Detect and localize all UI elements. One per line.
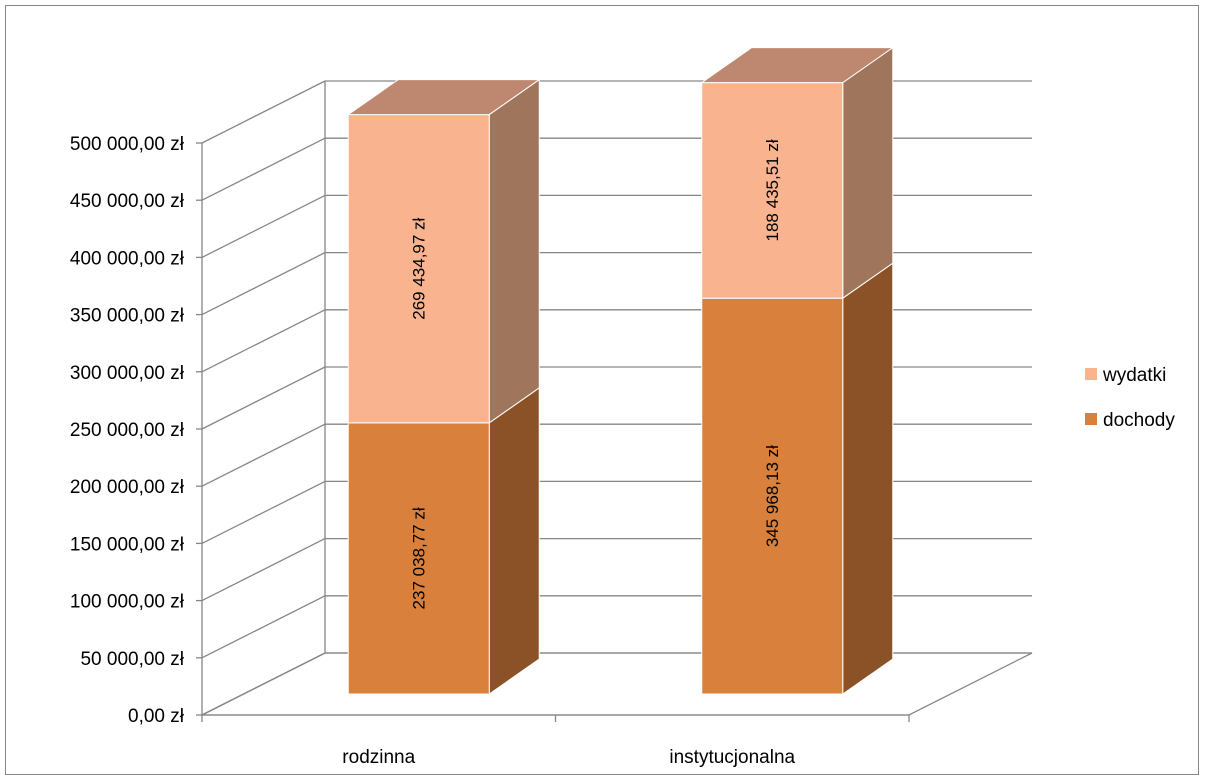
gridline-side — [201, 652, 326, 716]
bar-side-face — [488, 386, 540, 695]
bar-top-face — [700, 47, 895, 84]
x-category-label: rodzinna — [342, 747, 415, 768]
bars — [346, 46, 895, 695]
y-tick-label: 200 000,00 zł — [70, 477, 185, 498]
gridline-side — [201, 595, 326, 659]
y-tick-label: 0,00 zł — [128, 706, 185, 727]
data-label-dochody: 345 968,13 zł — [763, 445, 782, 547]
gridline-side — [201, 366, 326, 430]
bar-side-face — [842, 46, 894, 300]
bar-side-face — [488, 78, 540, 424]
gridlines — [201, 80, 1032, 716]
stacked-bar-chart: 0,00 zł 50 000,00 zł 100 000,00 zł 150 000,… — [70, 46, 1175, 768]
y-tick-label: 150 000,00 zł — [70, 534, 185, 555]
chart-area: 0,00 zł 50 000,00 zł 100 000,00 zł 150 000,… — [5, 5, 1199, 775]
bar-segment-dochody-instytucjonalna — [701, 262, 894, 695]
bar-segment-wydatki-rodzinna — [346, 78, 541, 424]
bar-front-face — [701, 82, 844, 299]
legend-swatch-dochody — [1085, 413, 1097, 425]
gridline-side — [201, 252, 326, 316]
data-label-wydatki: 188 435,51 zł — [763, 139, 782, 241]
legend-label-wydatki: wydatki — [1102, 365, 1166, 386]
chart-floor — [201, 652, 1033, 716]
data-label-wydatki: 269 434,97 zł — [410, 217, 429, 319]
y-tick-label: 100 000,00 zł — [70, 592, 185, 613]
x-category-label: instytucjonalna — [669, 747, 795, 768]
gridline-side — [201, 309, 326, 373]
y-tick-label: 250 000,00 zł — [70, 420, 185, 441]
bar-front-face — [701, 297, 844, 695]
y-tick-label: 350 000,00 zł — [70, 306, 185, 327]
y-tick-label: 50 000,00 zł — [80, 649, 184, 670]
gridline-side — [201, 80, 326, 144]
gridline-side — [201, 538, 326, 602]
legend: wydatki dochody — [1085, 365, 1175, 431]
bar-segment-dochody-rodzinna — [347, 386, 540, 695]
bar-top-face — [346, 79, 541, 116]
bar-front-face — [347, 422, 490, 695]
floor-outline — [201, 652, 1033, 716]
y-tick-label: 500 000,00 zł — [70, 134, 185, 155]
data-label-dochody: 237 038,77 zł — [410, 507, 429, 609]
y-tick-label: 300 000,00 zł — [70, 363, 185, 384]
legend-label-dochody: dochody — [1103, 410, 1175, 431]
gridline-side — [201, 194, 326, 258]
y-tick-label: 400 000,00 zł — [70, 248, 185, 269]
bar-segment-wydatki-instytucjonalna — [700, 46, 895, 300]
gridline-side — [201, 480, 326, 544]
axes: 0,00 zł 50 000,00 zł 100 000,00 zł 150 000,… — [70, 134, 910, 768]
gridline-side — [201, 137, 326, 201]
gridline-side — [201, 423, 326, 487]
legend-swatch-wydatki — [1085, 368, 1097, 380]
bar-front-face — [347, 114, 490, 424]
y-tick-label: 450 000,00 zł — [70, 191, 185, 212]
data-labels: 237 038,77 zł 269 434,97 zł 345 968,13 zł 1… — [410, 139, 783, 609]
bar-side-face — [842, 262, 894, 695]
